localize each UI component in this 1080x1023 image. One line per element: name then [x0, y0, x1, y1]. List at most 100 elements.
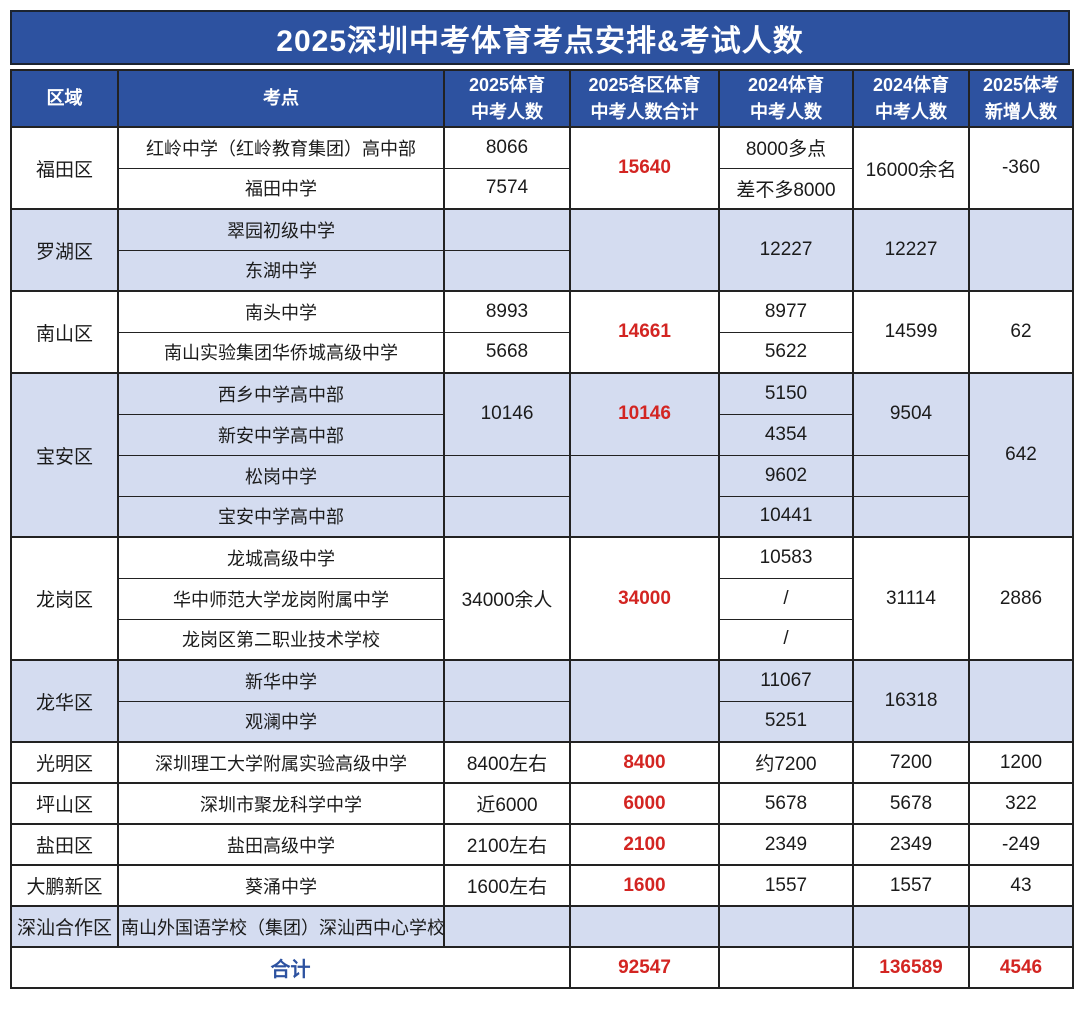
cell-value	[852, 454, 970, 497]
cell-district: 罗湖区	[10, 208, 119, 292]
table-title: 2025深圳中考体育考点安排&考试人数	[10, 10, 1070, 65]
cell-value: 1600左右	[443, 864, 571, 907]
table-row: 大鹏新区 葵涌中学 1600左右 1600 1557 1557 43	[10, 864, 1074, 907]
table-row: 福田中学 7574 差不多8000	[11, 167, 1073, 210]
cell-value	[852, 495, 970, 538]
cell-value	[443, 700, 571, 743]
cell-value: 5150	[718, 372, 854, 415]
cell-school: 新安中学高中部	[117, 413, 445, 456]
cell-district: 大鹏新区	[10, 864, 119, 907]
column-header-7: 2025体考 新增人数	[968, 69, 1074, 128]
table-row: 南山区 南头中学 8993 14661 8977 14599 62	[10, 290, 1074, 374]
column-header-2: 考点	[117, 69, 445, 128]
table-row: 光明区 深圳理工大学附属实验高级中学 8400左右 8400 约7200 7200 1200	[10, 741, 1074, 784]
cell-school: 南头中学	[117, 290, 445, 333]
table-row: 合计 92547 136589 4546	[10, 946, 1074, 989]
exam-table: 区域 考点 2025体育 中考人数 2025各区体育 中考人数合计 2024体育 中考人数 20…	[10, 69, 1074, 989]
cell-value: 差不多8000	[718, 167, 854, 210]
cell-value: -249	[968, 823, 1074, 866]
cell-value	[443, 659, 571, 702]
cell-value	[443, 249, 571, 292]
cell-value: 2100	[569, 823, 720, 866]
cell-school: 华中师范大学龙岗附属中学	[117, 577, 445, 620]
table-row: 宝安区 西乡中学高中部 10146 10146 5150 9504 642	[10, 372, 1074, 538]
cell-value	[443, 454, 571, 497]
cell-value: 8977	[718, 290, 854, 333]
cell-district: 坪山区	[10, 782, 119, 825]
cell-value: 8400	[569, 741, 720, 784]
cell-value: 12227	[718, 208, 854, 292]
cell-value: 5678	[852, 782, 970, 825]
cell-value	[443, 905, 571, 948]
table-row: 深汕合作区 南山外国语学校（集团）深汕西中心学校	[10, 905, 1074, 948]
table-row: 龙华区 新华中学 11067 16318	[10, 659, 1074, 743]
cell-school: 龙城高级中学	[117, 536, 445, 579]
cell-district: 深汕合作区	[10, 905, 119, 948]
cell-value: 1557	[852, 864, 970, 907]
cell-value: 34000余人	[443, 536, 571, 661]
cell-value: 2349	[718, 823, 854, 866]
cell-value	[569, 905, 720, 948]
cell-value: 2886	[968, 536, 1074, 661]
cell-school: 龙岗区第二职业技术学校	[117, 618, 445, 661]
cell-value: 15640	[569, 126, 720, 210]
cell-value: 5251	[718, 700, 854, 743]
cell-value: 2349	[852, 823, 970, 866]
table-body: 福田区 红岭中学（红岭教育集团）高中部 8066 15640 8000多点 16000余名…	[10, 126, 1074, 989]
cell-school: 福田中学	[117, 167, 445, 210]
cell-value: 2100左右	[443, 823, 571, 866]
table-row: 南山实验集团华侨城高级中学 5668 5622	[11, 331, 1073, 374]
cell-value: 7574	[443, 167, 571, 210]
cell-district: 龙岗区	[10, 536, 119, 661]
cell-value	[569, 208, 720, 292]
cell-value	[968, 905, 1074, 948]
cell-value: 14599	[852, 290, 970, 374]
column-header-1: 区域	[10, 69, 119, 128]
cell-school: 观澜中学	[117, 700, 445, 743]
cell-value	[569, 454, 720, 538]
cell-value: 10441	[718, 495, 854, 538]
cell-value: 10146	[443, 372, 571, 456]
cell-value: 7200	[852, 741, 970, 784]
cell-school: 深圳理工大学附属实验高级中学	[117, 741, 445, 784]
table-row: 宝安中学高中部 10441	[11, 495, 1073, 538]
cell-district: 南山区	[10, 290, 119, 374]
cell-value: -360	[968, 126, 1074, 210]
cell-school: 新华中学	[117, 659, 445, 702]
cell-value: 9504	[852, 372, 970, 456]
cell-value: 近6000	[443, 782, 571, 825]
cell-value	[443, 495, 571, 538]
cell-school: 南山外国语学校（集团）深汕西中心学校	[117, 905, 445, 948]
table-row: 观澜中学 5251	[11, 700, 1073, 743]
cell-value: 322	[968, 782, 1074, 825]
cell-value	[718, 905, 854, 948]
cell-school: 盐田高级中学	[117, 823, 445, 866]
cell-value: 9602	[718, 454, 854, 497]
cell-value: 5622	[718, 331, 854, 374]
cell-value: 1200	[968, 741, 1074, 784]
column-header-6: 2024体育 中考人数	[852, 69, 970, 128]
cell-value: 136589	[852, 946, 970, 989]
cell-value: 8993	[443, 290, 571, 333]
cell-value: 4546	[968, 946, 1074, 989]
cell-district: 宝安区	[10, 372, 119, 538]
cell-school: 葵涌中学	[117, 864, 445, 907]
cell-value: 8000多点	[718, 126, 854, 169]
table-row: 盐田区 盐田高级中学 2100左右 2100 2349 2349 -249	[10, 823, 1074, 866]
cell-value	[569, 659, 720, 743]
cell-value: 12227	[852, 208, 970, 292]
cell-total-label: 合计	[10, 946, 571, 989]
cell-value: 34000	[569, 536, 720, 661]
cell-value: 10146	[569, 372, 720, 456]
cell-value	[968, 659, 1074, 743]
cell-school: 南山实验集团华侨城高级中学	[117, 331, 445, 374]
cell-value: 642	[968, 372, 1074, 538]
table-row: 龙岗区第二职业技术学校 /	[11, 618, 1073, 661]
header-row: 区域 考点 2025体育 中考人数 2025各区体育 中考人数合计 2024体育 中考人数 20…	[10, 69, 1074, 128]
cell-school: 翠园初级中学	[117, 208, 445, 251]
cell-school: 东湖中学	[117, 249, 445, 292]
table-row: 东湖中学	[11, 249, 1073, 292]
table-head: 区域 考点 2025体育 中考人数 2025各区体育 中考人数合计 2024体育 中考人数 20…	[10, 69, 1074, 128]
column-header-4: 2025各区体育 中考人数合计	[569, 69, 720, 128]
cell-value: 8400左右	[443, 741, 571, 784]
